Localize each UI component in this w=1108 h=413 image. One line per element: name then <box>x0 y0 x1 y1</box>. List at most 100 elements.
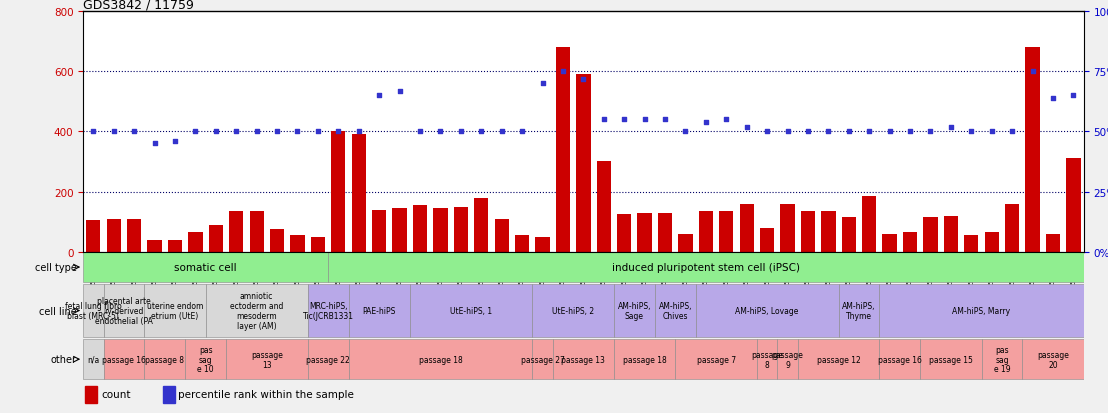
Point <box>860 129 878 135</box>
Text: passage 15: passage 15 <box>929 355 973 364</box>
Point <box>758 129 776 135</box>
Bar <box>1005 204 1019 252</box>
Bar <box>83 339 103 379</box>
Bar <box>410 284 532 337</box>
Bar <box>675 339 757 379</box>
Point <box>1004 129 1022 135</box>
Bar <box>617 214 632 252</box>
Bar <box>553 339 614 379</box>
Bar <box>290 235 305 252</box>
Point <box>268 129 286 135</box>
Text: passage 18: passage 18 <box>623 355 667 364</box>
Bar <box>85 386 98 403</box>
Point <box>125 129 143 135</box>
Point <box>350 129 368 135</box>
Point <box>963 129 981 135</box>
Bar <box>494 219 509 252</box>
Text: UtE-hiPS, 1: UtE-hiPS, 1 <box>450 306 492 315</box>
Text: passage 22: passage 22 <box>306 355 350 364</box>
Point <box>1024 69 1042 76</box>
Text: passage 18: passage 18 <box>419 355 462 364</box>
Bar <box>103 339 144 379</box>
Point <box>820 129 838 135</box>
Bar <box>83 252 328 282</box>
Text: passage 13: passage 13 <box>562 355 605 364</box>
Bar <box>349 339 532 379</box>
Bar <box>614 284 655 337</box>
Bar <box>678 234 692 252</box>
Point <box>329 129 347 135</box>
Bar <box>862 197 876 252</box>
Point <box>697 119 715 126</box>
Text: passage
9: passage 9 <box>771 350 803 369</box>
Text: amniotic
ectoderm and
mesoderm
layer (AM): amniotic ectoderm and mesoderm layer (AM… <box>230 292 284 330</box>
Text: passage 12: passage 12 <box>817 355 861 364</box>
Point <box>391 88 409 95</box>
Bar <box>349 284 410 337</box>
Bar <box>576 75 591 252</box>
Point <box>84 129 102 135</box>
Text: MRC-hiPS,
Tic(JCRB1331: MRC-hiPS, Tic(JCRB1331 <box>302 301 353 320</box>
Bar <box>453 207 468 252</box>
Bar <box>696 284 839 337</box>
Bar <box>801 211 815 252</box>
Point <box>922 129 940 135</box>
Text: AM-hiPS,
Chives: AM-hiPS, Chives <box>658 301 692 320</box>
Point <box>146 141 164 147</box>
Point <box>452 129 470 135</box>
Text: PAE-hiPS: PAE-hiPS <box>362 306 396 315</box>
Bar <box>719 211 733 252</box>
Bar <box>985 233 999 252</box>
Text: passage
8: passage 8 <box>751 350 783 369</box>
Point <box>901 129 919 135</box>
Bar <box>249 211 264 252</box>
Point <box>1044 95 1061 102</box>
Bar <box>944 216 958 252</box>
Bar <box>1066 159 1080 252</box>
Text: cell type: cell type <box>35 262 76 273</box>
Bar <box>535 237 550 252</box>
Point <box>779 129 797 135</box>
Point <box>411 129 429 135</box>
Bar <box>903 233 917 252</box>
Bar <box>778 339 798 379</box>
Point <box>227 129 245 135</box>
Text: AM-hiPS,
Thyme: AM-hiPS, Thyme <box>842 301 875 320</box>
Text: percentile rank within the sample: percentile rank within the sample <box>178 389 355 399</box>
Text: AM-hiPS,
Sage: AM-hiPS, Sage <box>617 301 652 320</box>
Bar <box>821 211 835 252</box>
Text: placental arte
ry-derived
endothelial (PA: placental arte ry-derived endothelial (P… <box>95 297 153 325</box>
Bar <box>882 234 896 252</box>
Bar <box>206 284 308 337</box>
Point <box>677 129 695 135</box>
Bar <box>780 204 794 252</box>
Bar <box>188 233 203 252</box>
Bar <box>614 339 675 379</box>
Point <box>718 117 736 123</box>
Text: uterine endom
etrium (UtE): uterine endom etrium (UtE) <box>146 301 203 320</box>
Text: GDS3842 / 11759: GDS3842 / 11759 <box>83 0 194 11</box>
Bar <box>86 221 101 252</box>
Point <box>738 124 756 131</box>
Bar <box>880 339 921 379</box>
Bar <box>474 198 489 252</box>
Bar <box>106 219 121 252</box>
Bar <box>270 230 285 252</box>
Point <box>513 129 531 135</box>
Bar <box>1023 339 1084 379</box>
Point <box>881 129 899 135</box>
Bar <box>185 339 226 379</box>
Point <box>554 69 572 76</box>
Bar <box>637 213 652 252</box>
Bar <box>328 252 1084 282</box>
Bar <box>1025 48 1039 252</box>
Bar <box>310 237 325 252</box>
Point <box>248 129 266 135</box>
Point <box>636 117 654 123</box>
Bar <box>127 219 142 252</box>
Text: passage 16: passage 16 <box>102 355 146 364</box>
Text: passage
13: passage 13 <box>250 350 283 369</box>
Text: count: count <box>101 389 131 399</box>
Text: passage 8: passage 8 <box>145 355 184 364</box>
Text: AM-hiPS, Marry: AM-hiPS, Marry <box>953 306 1010 315</box>
